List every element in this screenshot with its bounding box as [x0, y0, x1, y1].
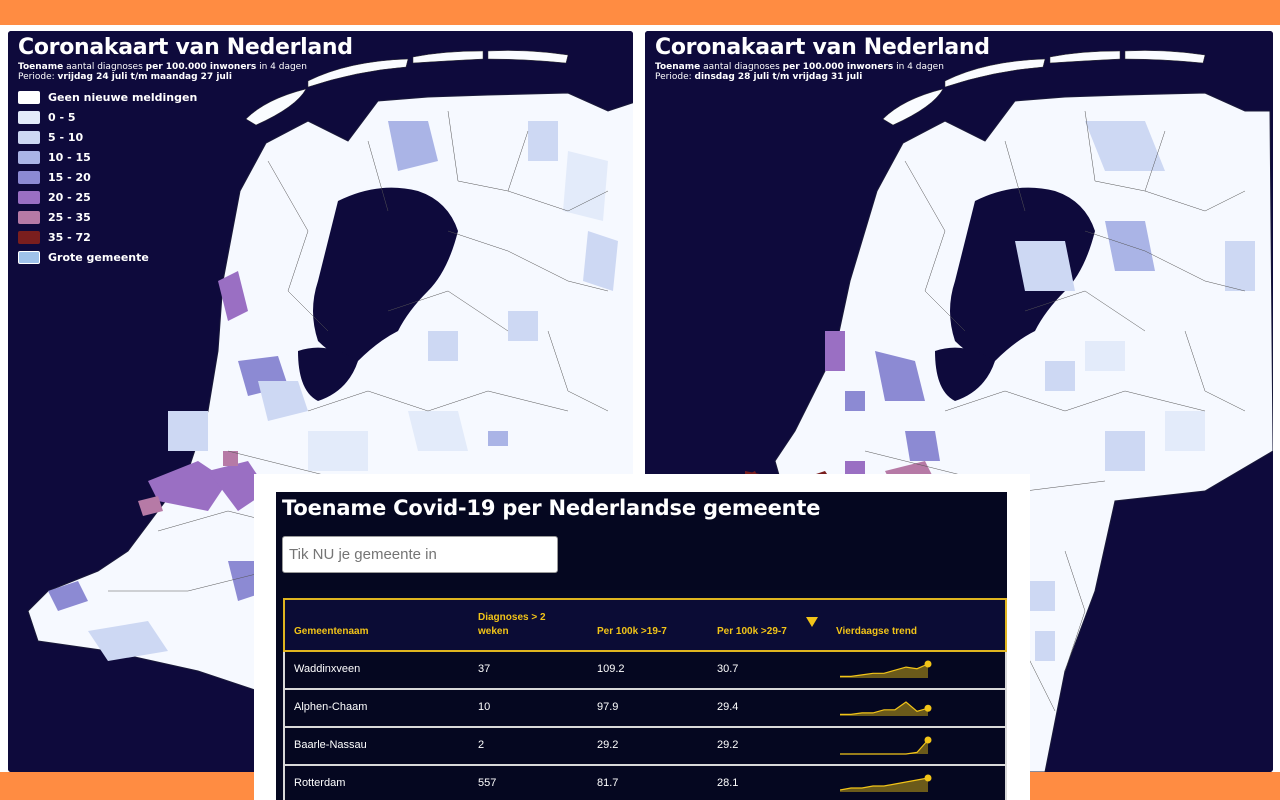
table-row[interactable]: Rotterdam 557 81.7 28.1 [283, 766, 1007, 800]
trend-endpoint [924, 704, 932, 712]
table-row[interactable]: Waddinxveen 37 109.2 30.7 [283, 652, 1007, 690]
cell-diagnoses: 10 [478, 701, 491, 713]
table-row[interactable]: Baarle-Nassau 2 29.2 29.2 [283, 728, 1007, 766]
table-card: Toename Covid-19 per Nederlandse gemeent… [254, 474, 1030, 800]
map-title: Coronakaart van Nederland [655, 35, 990, 60]
header-per100k-19[interactable]: Per 100k >19-7 [597, 626, 667, 637]
header-diagnoses[interactable]: Diagnoses > 2 weken [478, 612, 546, 637]
trend-line [840, 701, 929, 715]
table-card-panel: Toename Covid-19 per Nederlandse gemeent… [276, 492, 1007, 800]
data-table: Gemeentenaam Diagnoses > 2 weken Per 100k… [283, 598, 1007, 800]
map-subtitle: Toename aantal diagnoses per 100.000 inw… [18, 62, 307, 72]
map-subtitle: Toename aantal diagnoses per 100.000 inw… [655, 62, 944, 72]
table-title: Toename Covid-19 per Nederlandse gemeent… [282, 496, 821, 520]
trend-endpoint [924, 660, 932, 668]
map-period: Periode: dinsdag 28 juli t/m vrijdag 31 … [655, 72, 863, 82]
trend-line [840, 777, 929, 791]
legend-item: 35 - 72 [18, 227, 197, 247]
trend-area [840, 740, 928, 754]
legend-item: 0 - 5 [18, 107, 197, 127]
legend-item: Geen nieuwe meldingen [18, 87, 197, 107]
cell-per100k-29: 29.4 [717, 701, 739, 713]
cell-per100k-19: 29.2 [597, 739, 619, 751]
cell-gemeentenaam: Rotterdam [294, 777, 346, 789]
map-legend: Geen nieuwe meldingen 0 - 5 5 - 10 10 - … [18, 87, 197, 267]
cell-per100k-29: 30.7 [717, 663, 739, 675]
cell-diagnoses: 557 [478, 777, 497, 789]
cell-diagnoses: 37 [478, 663, 491, 675]
trend-endpoint [924, 736, 932, 744]
legend-item: 20 - 25 [18, 187, 197, 207]
cell-per100k-29: 28.1 [717, 777, 739, 789]
trend-sparkline [840, 701, 932, 716]
map-period: Periode: vrijdag 24 juli t/m maandag 27 … [18, 72, 232, 82]
cell-per100k-19: 97.9 [597, 701, 619, 713]
cell-per100k-19: 109.2 [597, 663, 625, 675]
trend-line [840, 663, 929, 677]
legend-item: Grote gemeente [18, 247, 197, 267]
map-title: Coronakaart van Nederland [18, 35, 353, 60]
header-per100k-29[interactable]: Per 100k >29-7 [717, 626, 787, 637]
sort-descending-icon[interactable] [806, 617, 818, 627]
table-header: Gemeentenaam Diagnoses > 2 weken Per 100k… [283, 598, 1007, 652]
cell-gemeentenaam: Baarle-Nassau [294, 739, 367, 751]
legend-item: 5 - 10 [18, 127, 197, 147]
trend-line [840, 739, 929, 755]
trend-sparkline [840, 774, 932, 792]
header-gemeentenaam[interactable]: Gemeentenaam [294, 626, 369, 637]
trend-sparkline [840, 660, 932, 678]
legend-item: 25 - 35 [18, 207, 197, 227]
cell-gemeentenaam: Waddinxveen [294, 663, 361, 675]
cell-gemeentenaam: Alphen-Chaam [294, 701, 368, 713]
header-trend[interactable]: Vierdaagse trend [836, 626, 917, 637]
trend-endpoint [924, 774, 932, 782]
top-orange-band [0, 0, 1280, 25]
table-row[interactable]: Alphen-Chaam 10 97.9 29.4 [283, 690, 1007, 728]
trend-area [840, 702, 928, 716]
legend-item: 10 - 15 [18, 147, 197, 167]
cell-diagnoses: 2 [478, 739, 485, 751]
search-input[interactable] [282, 536, 558, 573]
cell-per100k-19: 81.7 [597, 777, 619, 789]
trend-sparkline [840, 736, 932, 755]
legend-item: 15 - 20 [18, 167, 197, 187]
cell-per100k-29: 29.2 [717, 739, 739, 751]
